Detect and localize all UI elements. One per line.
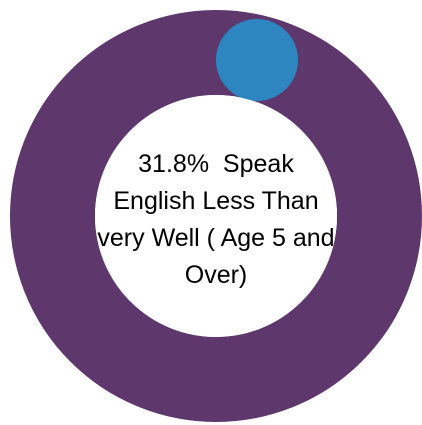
donut-slice-other	[10, 10, 422, 422]
center-label: 31.8% Speak English Less Than very Well …	[97, 150, 342, 289]
donut-slice-highlight	[216, 19, 298, 101]
donut-hole	[95, 95, 337, 337]
